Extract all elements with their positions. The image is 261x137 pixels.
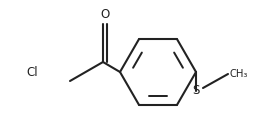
Text: S: S	[192, 85, 200, 98]
Text: Cl: Cl	[26, 65, 38, 79]
Text: CH₃: CH₃	[230, 69, 248, 79]
Text: O: O	[100, 8, 110, 21]
